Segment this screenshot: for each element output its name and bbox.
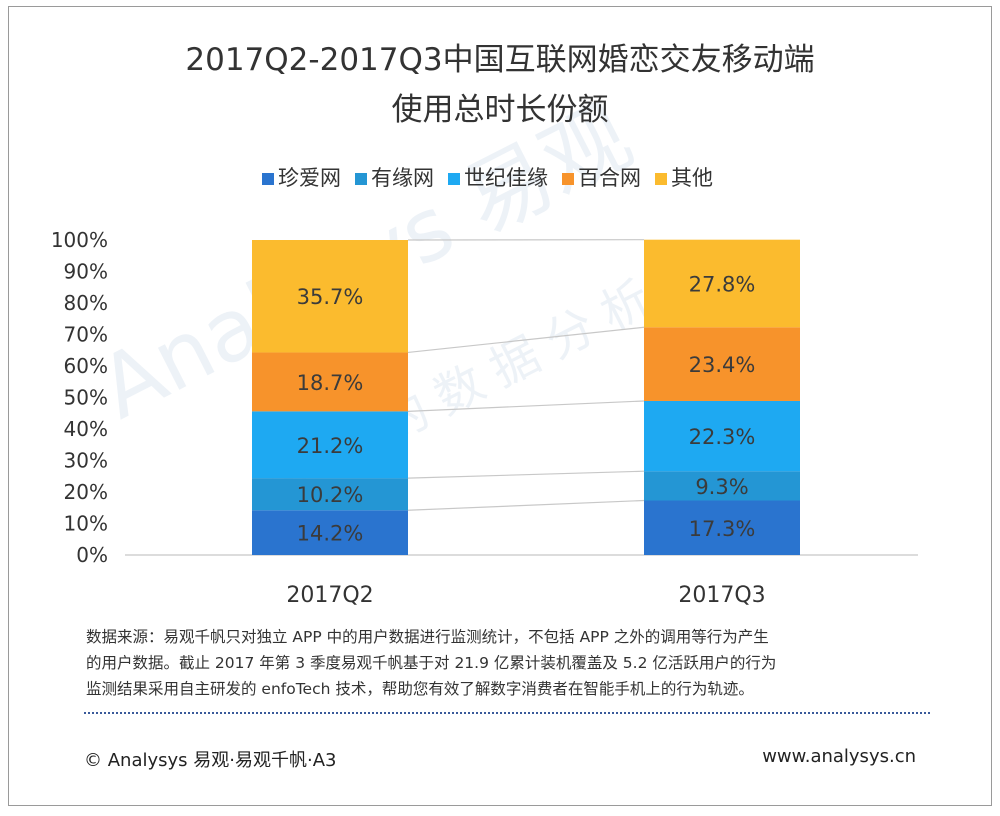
data-source-note: 数据来源：易观千帆只对独立 APP 中的用户数据进行监测统计，不包括 APP 之… (86, 624, 926, 702)
legend-label-1: 珍爱网 (278, 166, 341, 190)
bar-segment-2017Q3-4 (644, 327, 800, 401)
x-tick-label: 2017Q3 (678, 583, 765, 608)
data-label: 10.2% (297, 483, 364, 507)
bar-segment-2017Q3-1 (644, 500, 800, 555)
series-connector-line (407, 400, 645, 412)
legend-swatch-1 (262, 173, 274, 185)
legend-swatch-2 (355, 173, 367, 185)
data-label: 14.2% (297, 522, 364, 546)
legend-label-4: 百合网 (578, 166, 641, 190)
bar-segment-2017Q2-2 (252, 478, 408, 511)
data-label: 17.3% (689, 517, 756, 541)
y-tick-label: 10% (64, 512, 108, 536)
data-label: 9.3% (695, 475, 748, 499)
bar-segment-2017Q2-5 (252, 240, 408, 353)
data-label: 22.3% (689, 425, 756, 449)
data-label: 35.7% (297, 285, 364, 309)
dotted-divider (84, 712, 930, 714)
y-tick-label: 20% (64, 480, 108, 504)
y-tick-label: 90% (64, 260, 108, 284)
x-tick-label: 2017Q2 (286, 583, 373, 608)
y-tick-label: 100% (51, 228, 108, 252)
note-line-1: 数据来源：易观千帆只对独立 APP 中的用户数据进行监测统计，不包括 APP 之… (86, 628, 769, 646)
note-line-3: 监测结果采用自主研发的 enfoTech 技术，帮助您有效了解数字消费者在智能手… (86, 680, 754, 698)
legend-label-3: 世纪佳缘 (464, 166, 548, 190)
y-tick-label: 30% (64, 449, 108, 473)
y-tick-label: 60% (64, 354, 108, 378)
image-frame (8, 6, 992, 806)
data-label: 18.7% (297, 371, 364, 395)
legend-label-5: 其他 (671, 166, 713, 190)
bar-segment-2017Q2-1 (252, 510, 408, 555)
y-tick-label: 0% (76, 543, 108, 567)
data-label: 23.4% (689, 353, 756, 377)
series-connector-line (407, 326, 645, 354)
copyright-text: © Analysys 易观·易观千帆·A3 (84, 750, 337, 771)
website-text: www.analysys.cn (762, 746, 916, 767)
series-connector-line (407, 470, 645, 479)
y-tick-label: 50% (64, 386, 108, 410)
legend-swatch-3 (448, 173, 460, 185)
legend-swatch-4 (562, 173, 574, 185)
y-tick-label: 40% (64, 417, 108, 441)
y-tick-label: 70% (64, 323, 108, 347)
bar-segment-2017Q2-4 (252, 352, 408, 412)
series-connector-line (407, 499, 645, 511)
bar-segment-2017Q2-3 (252, 411, 408, 479)
bar-segment-2017Q3-2 (644, 471, 800, 501)
stacked-bar-chart: Analysys 易观专业的数据分析2017Q2-2017Q3中国互联网婚恋交友… (51, 42, 918, 608)
legend-label-2: 有缘网 (371, 166, 434, 190)
y-tick-label: 80% (64, 291, 108, 315)
bar-segment-2017Q3-5 (644, 239, 800, 328)
bar-segment-2017Q3-3 (644, 400, 800, 472)
chart-title-line-1: 2017Q2-2017Q3中国互联网婚恋交友移动端 (185, 42, 814, 78)
chart-title-line-2: 使用总时长份额 (392, 92, 609, 128)
data-label: 21.2% (297, 434, 364, 458)
data-label: 27.8% (689, 272, 756, 296)
note-line-2: 的用户数据。截止 2017 年第 3 季度易观千帆基于对 21.9 亿累计装机覆… (86, 654, 777, 672)
legend-swatch-5 (655, 173, 667, 185)
